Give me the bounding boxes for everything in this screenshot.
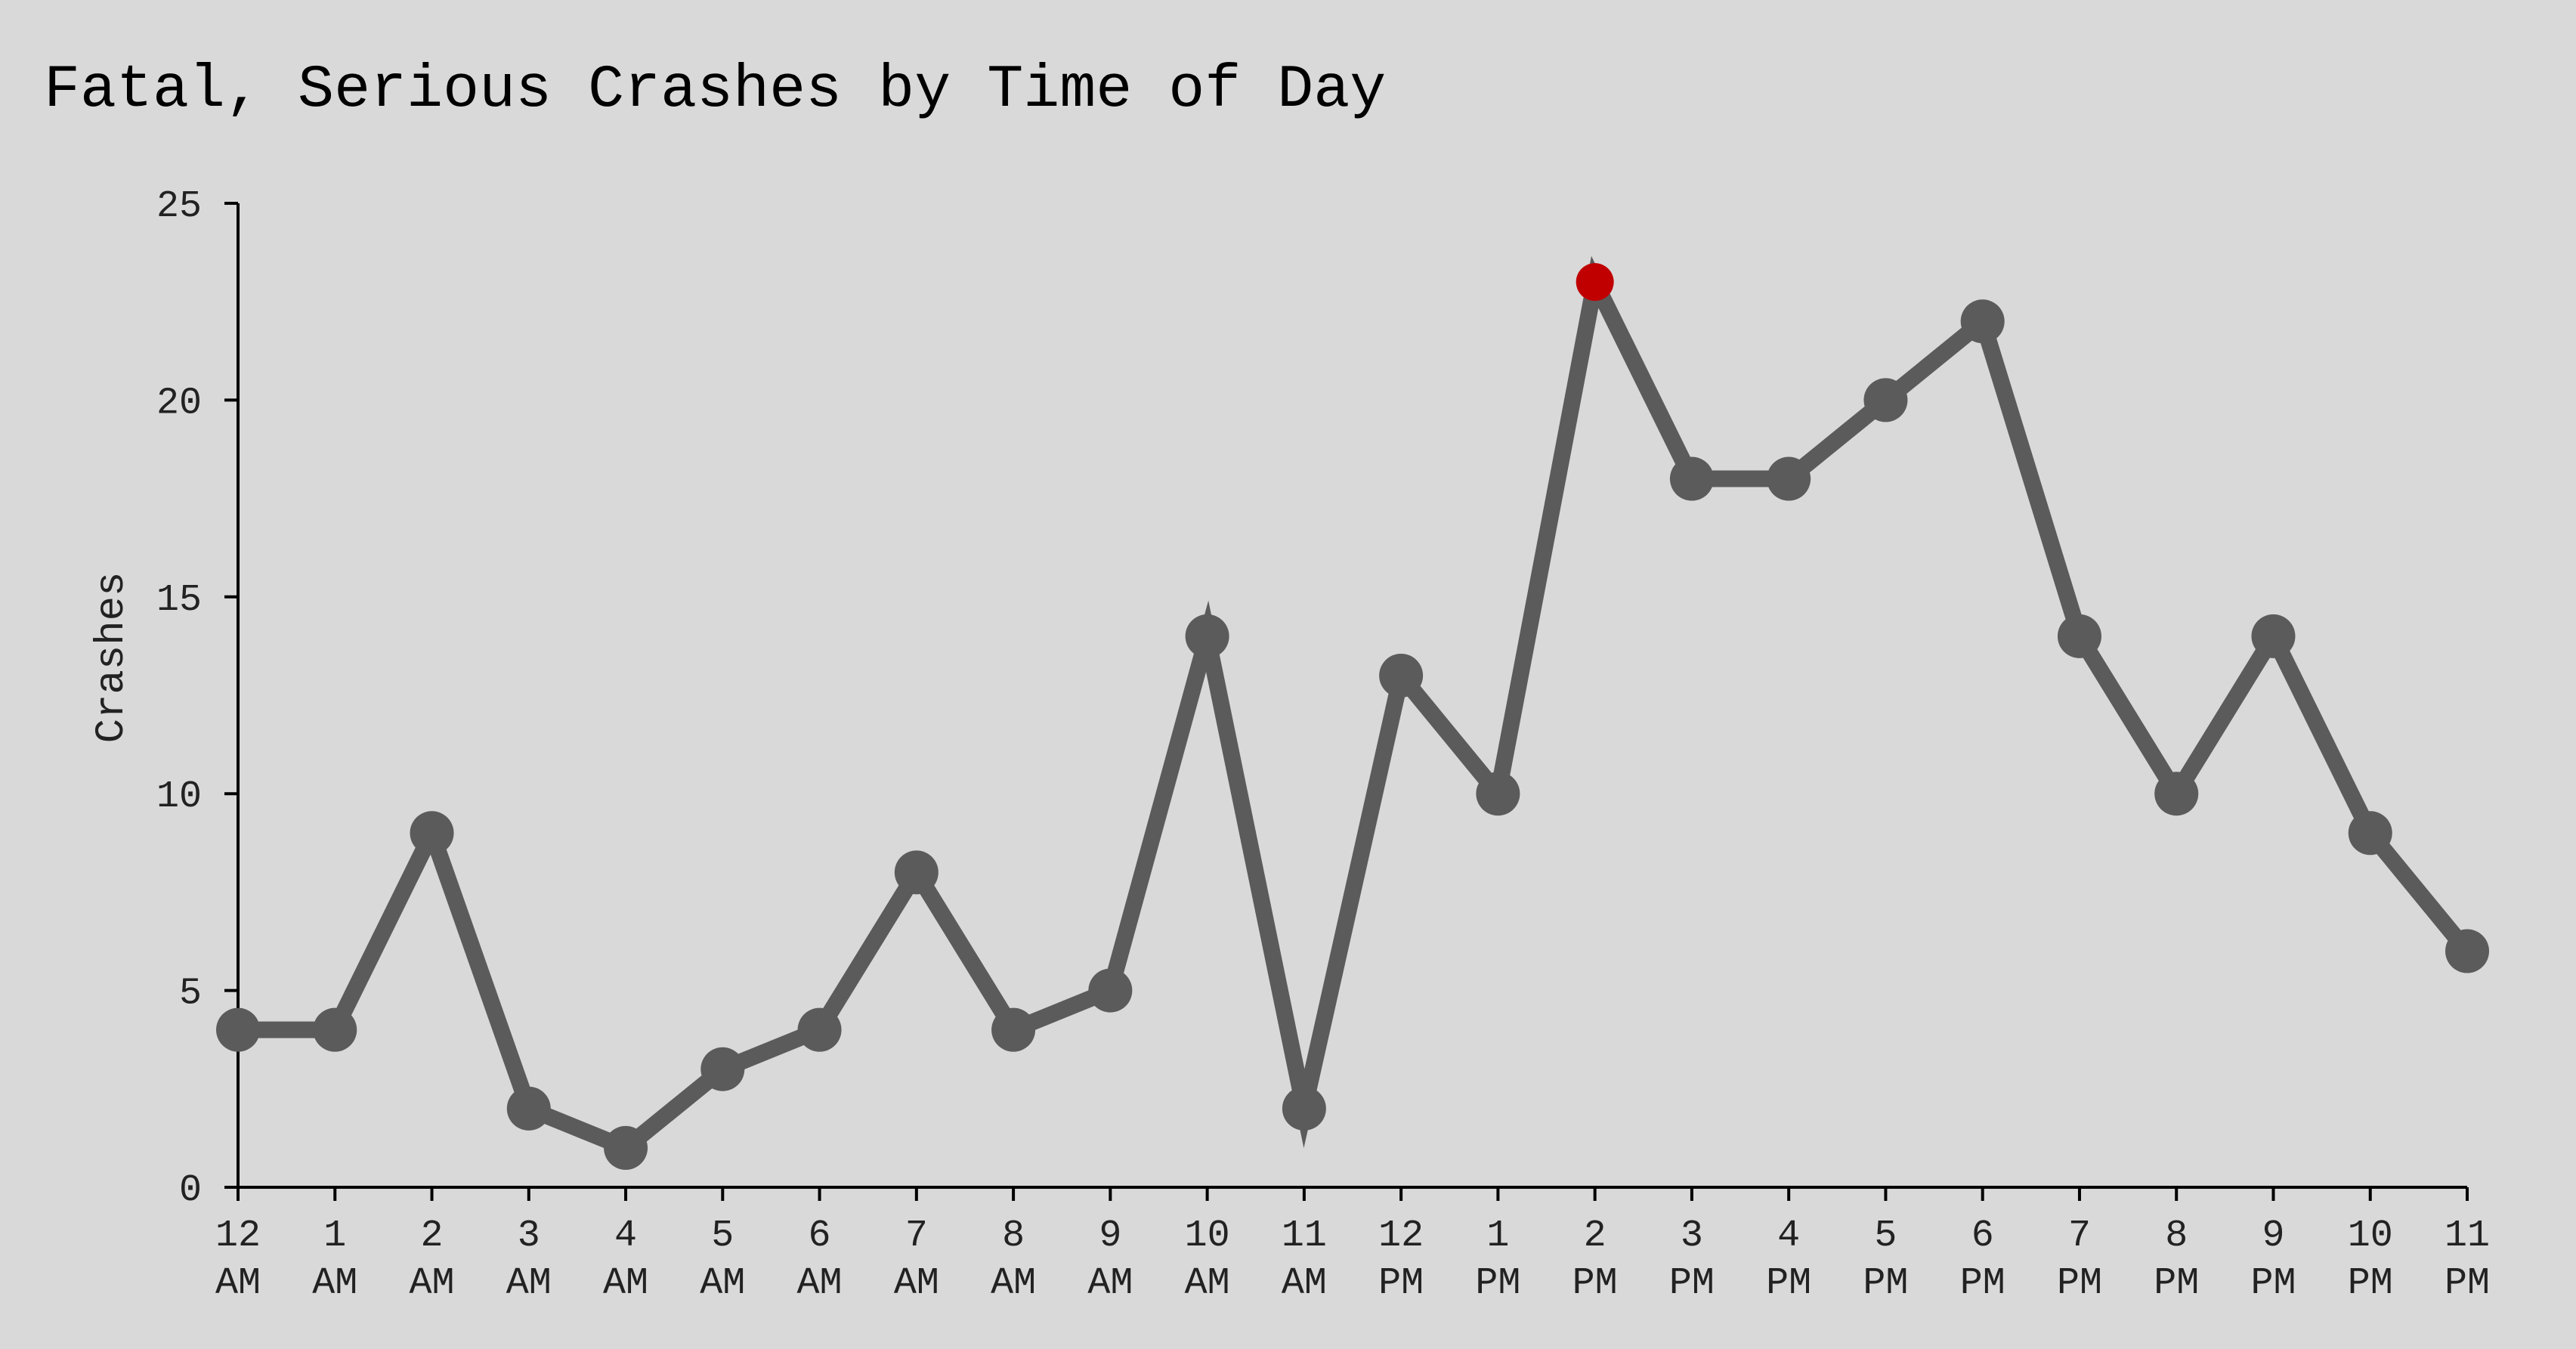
data-point [1088, 968, 1133, 1013]
x-tick-label-period: PM [2348, 1262, 2393, 1305]
x-tick-label-period: AM [894, 1262, 939, 1305]
y-tick-label: 5 [179, 973, 202, 1016]
x-tick-label-period: PM [1960, 1262, 2005, 1305]
x-tick-label-hour: 12 [1378, 1214, 1424, 1258]
x-tick-label-period: PM [2445, 1262, 2490, 1305]
x-tick-label-hour: 7 [2068, 1214, 2091, 1258]
data-point [2251, 614, 2296, 658]
x-tick-label-hour: 5 [1874, 1214, 1897, 1258]
x-tick-label-hour: 8 [1002, 1214, 1025, 1258]
x-tick-label-period: AM [700, 1262, 745, 1305]
x-tick-label-hour: 1 [1486, 1214, 1509, 1258]
x-tick-label-period: AM [410, 1262, 455, 1305]
data-point [216, 1007, 260, 1052]
x-tick-label-hour: 4 [614, 1214, 637, 1258]
x-tick-label-period: PM [1475, 1262, 1520, 1305]
series-line [238, 255, 2474, 1158]
data-point [313, 1007, 357, 1052]
x-tick-label-hour: 3 [518, 1214, 540, 1258]
data-point [797, 1007, 842, 1052]
x-tick-label-hour: 2 [421, 1214, 444, 1258]
x-tick-label-hour: 10 [2348, 1214, 2393, 1258]
x-tick-label-period: AM [1087, 1262, 1133, 1305]
data-point [700, 1047, 745, 1091]
x-tick-label-hour: 10 [1185, 1214, 1230, 1258]
x-tick-label-hour: 7 [905, 1214, 928, 1258]
x-tick-label-period: PM [2250, 1262, 2296, 1305]
x-tick-label-hour: 9 [1099, 1214, 1121, 1258]
x-tick-label-hour: 9 [2262, 1214, 2284, 1258]
data-point [1960, 299, 2005, 344]
x-tick-label-period: PM [2154, 1262, 2199, 1305]
x-tick-label-period: AM [797, 1262, 843, 1305]
data-point [1379, 653, 1424, 698]
data-point [604, 1125, 648, 1170]
x-tick-label-period: AM [312, 1262, 357, 1305]
x-tick-label-hour: 5 [711, 1214, 734, 1258]
x-tick-label-period: AM [991, 1262, 1036, 1305]
y-tick-label: 0 [179, 1169, 202, 1212]
x-tick-label-period: AM [215, 1262, 261, 1305]
data-point [2348, 811, 2392, 856]
x-tick-label-period: PM [1573, 1262, 1618, 1305]
series-crashes [216, 255, 2489, 1170]
x-tick-label-period: PM [1863, 1262, 1908, 1305]
x-tick-label-hour: 4 [1777, 1214, 1800, 1258]
y-tick-label: 20 [156, 382, 202, 425]
x-tick-label-period: PM [1378, 1262, 1424, 1305]
y-axis-label: Crashes [89, 572, 135, 744]
data-point [1669, 456, 1714, 501]
data-point [410, 811, 454, 856]
data-point [1282, 1086, 1326, 1131]
y-axis-ticks: 0 5 10 15 20 25 [156, 185, 238, 1212]
x-tick-label-period: PM [1766, 1262, 1811, 1305]
x-tick-label-period: AM [1282, 1262, 1327, 1305]
data-point [1863, 378, 1908, 422]
x-tick-label-period: AM [506, 1262, 552, 1305]
x-tick-label-hour: 1 [323, 1214, 346, 1258]
data-point [991, 1007, 1036, 1052]
data-point [1767, 456, 1811, 501]
x-tick-label-hour: 11 [1282, 1214, 1327, 1258]
x-axis-ticks: 12AM1AM2AM3AM4AM5AM6AM7AM8AM9AM10AM11AM1… [215, 1187, 2490, 1305]
x-tick-label-hour: 3 [1681, 1214, 1703, 1258]
chart-title: Fatal, Serious Crashes by Time of Day [44, 56, 1386, 125]
y-tick-label: 25 [156, 185, 202, 228]
data-point [1476, 772, 1520, 816]
x-tick-label-period: PM [1669, 1262, 1715, 1305]
x-tick-label-hour: 11 [2445, 1214, 2490, 1258]
data-point [2057, 614, 2101, 658]
y-tick-label: 10 [156, 775, 202, 818]
x-tick-label-hour: 12 [215, 1214, 261, 1258]
data-point [894, 850, 939, 895]
data-point [2445, 929, 2489, 973]
data-point-highlight [1576, 263, 1614, 302]
x-tick-label-hour: 8 [2165, 1214, 2188, 1258]
x-tick-label-hour: 6 [809, 1214, 831, 1258]
y-tick-label: 15 [156, 579, 202, 622]
x-tick-label-hour: 6 [1971, 1214, 1994, 1258]
data-point [506, 1086, 551, 1131]
data-point [2154, 772, 2199, 816]
x-tick-label-hour: 2 [1584, 1214, 1607, 1258]
x-tick-label-period: AM [603, 1262, 648, 1305]
x-tick-label-period: PM [2057, 1262, 2102, 1305]
axes [237, 203, 2467, 1189]
x-tick-label-period: AM [1185, 1262, 1230, 1305]
data-point [1185, 614, 1229, 658]
